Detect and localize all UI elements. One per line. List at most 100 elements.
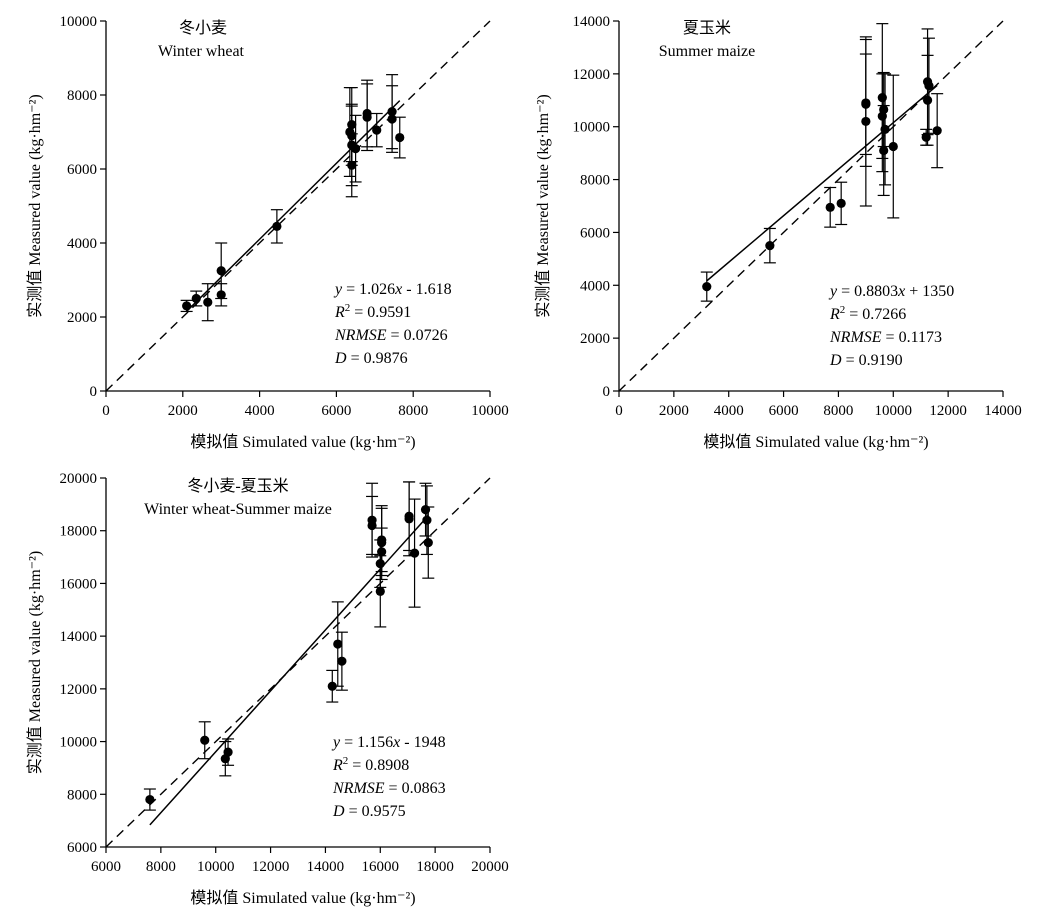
r-squared: R2 = 0.7266 (829, 304, 906, 323)
data-point (190, 290, 203, 307)
x-tick-label: 8000 (146, 859, 176, 875)
marker (924, 81, 934, 91)
data-point (180, 299, 193, 313)
data-point (835, 181, 848, 226)
data-point (198, 721, 211, 760)
regression-equation: y = 1.156x - 1948 (331, 734, 446, 751)
marker (836, 198, 846, 208)
data-point (366, 495, 379, 556)
data-point (349, 114, 362, 183)
data-point (876, 73, 889, 160)
marker (861, 116, 871, 127)
data-point (215, 283, 228, 307)
marker (922, 95, 933, 105)
y-axis-label: 实测值 Measured value (kg·hm⁻²) (26, 94, 44, 317)
x-tick-label: 20000 (471, 859, 509, 875)
y-tick-label: 12000 (573, 67, 611, 83)
y-tick-label: 0 (603, 384, 611, 400)
marker (203, 297, 213, 307)
data-point (222, 738, 235, 766)
chart-panel-3: 6000 8000 10000 12000 14000 16000 18000 20000 60… (26, 471, 509, 907)
agreement-index: D = 0.9876 (334, 350, 408, 367)
marker (423, 537, 433, 548)
x-tick-label: 2000 (168, 403, 198, 419)
marker (272, 221, 282, 231)
chart-panel-1: 0 2000 4000 6000 8000 10000 0 2000 4000 6000 8000 1… (26, 14, 509, 451)
agreement-index: D = 0.9190 (829, 352, 903, 369)
nrmse: NRMSE = 0.0726 (334, 327, 448, 344)
data-point (920, 128, 933, 146)
x-axis-label: 模拟值 Simulated value (kg·hm⁻²) (190, 433, 415, 451)
data-point (700, 271, 713, 302)
marker (372, 125, 382, 135)
data-point (922, 37, 935, 134)
data-point (270, 209, 283, 244)
data-point (335, 631, 348, 691)
marker (200, 735, 210, 745)
data-point (824, 186, 837, 228)
panel-subtitle: Winter wheat (158, 43, 245, 60)
data-point (345, 133, 358, 198)
x-tick-label: 12000 (252, 859, 290, 875)
y-tick-label: 18000 (60, 524, 98, 540)
x-axis-label: 模拟值 Simulated value (kg·hm⁻²) (703, 433, 928, 451)
panel-title: 冬小麦 (179, 19, 227, 37)
data-point (374, 555, 387, 628)
marker (825, 202, 835, 212)
data-point (931, 93, 944, 169)
one-to-one-line (618, 20, 1004, 392)
marker (333, 639, 343, 649)
nrmse: NRMSE = 0.1173 (829, 329, 942, 346)
y-tick-label: 6000 (580, 225, 610, 241)
chart-panel-2: 0 2000 4000 6000 8000 10000 12000 14000 0 2000 400… (534, 14, 1022, 451)
y-tick-label: 4000 (580, 278, 610, 294)
y-tick-label: 12000 (60, 682, 98, 698)
marker (191, 293, 201, 304)
data-point (386, 85, 399, 153)
x-tick-label: 6000 (321, 403, 351, 419)
y-tick-label: 20000 (60, 471, 98, 487)
r-squared: R2 = 0.8908 (332, 755, 409, 774)
marker (223, 747, 233, 757)
data-point (763, 227, 776, 264)
data-point (143, 788, 156, 811)
y-tick-label: 4000 (67, 236, 97, 252)
marker (879, 145, 889, 156)
x-tick-label: 0 (615, 403, 623, 419)
regression-line (706, 84, 938, 282)
panel-title: 夏玉米 (683, 19, 731, 37)
marker (216, 266, 226, 276)
data-point (331, 601, 344, 687)
marker (347, 160, 357, 170)
marker (880, 124, 890, 134)
panel-subtitle: Summer maize (659, 43, 755, 60)
data-point (403, 481, 416, 557)
x-tick-label: 12000 (929, 403, 967, 419)
x-tick-label: 18000 (416, 859, 454, 875)
data-point (201, 283, 214, 322)
y-tick-label: 2000 (580, 331, 610, 347)
x-tick-label: 10000 (197, 859, 235, 875)
y-tick-label: 14000 (60, 629, 98, 645)
x-tick-label: 16000 (362, 859, 400, 875)
agreement-index: D = 0.9575 (332, 803, 406, 820)
marker (216, 290, 226, 300)
x-tick-label: 10000 (875, 403, 913, 419)
x-tick-label: 4000 (714, 403, 744, 419)
marker (395, 132, 405, 143)
x-tick-label: 8000 (398, 403, 428, 419)
data-point (408, 498, 421, 608)
marker (888, 141, 898, 152)
data-point (422, 506, 435, 579)
panel-subtitle: Winter wheat-Summer maize (144, 501, 332, 518)
x-tick-label: 4000 (245, 403, 275, 419)
x-tick-label: 6000 (91, 859, 121, 875)
marker (182, 301, 192, 311)
marker (702, 282, 712, 292)
data-point (877, 104, 890, 197)
marker (422, 515, 432, 525)
marker (347, 120, 357, 130)
data-point (370, 112, 383, 148)
marker (367, 520, 377, 531)
